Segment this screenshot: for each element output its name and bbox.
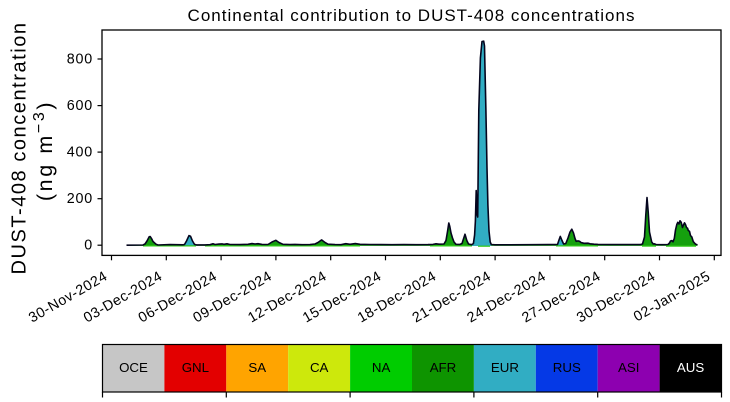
svg-text:RUS: RUS (553, 360, 581, 375)
svg-text:200: 200 (67, 191, 93, 207)
svg-text:AFR: AFR (430, 360, 457, 375)
svg-text:Continental contribution to DU: Continental contribution to DUST-408 con… (188, 6, 636, 25)
svg-text:DUST-408 concentration: DUST-408 concentration (9, 21, 31, 274)
svg-text:SA: SA (248, 360, 266, 375)
svg-text:0: 0 (84, 238, 93, 254)
svg-text:(ng m−3): (ng m−3) (31, 100, 58, 201)
svg-text:AUS: AUS (677, 360, 704, 375)
svg-text:600: 600 (67, 98, 93, 114)
svg-text:GNL: GNL (182, 360, 209, 375)
svg-text:EUR: EUR (491, 360, 519, 375)
svg-text:400: 400 (67, 145, 93, 161)
svg-text:ASI: ASI (618, 360, 639, 375)
svg-text:NA: NA (372, 360, 391, 375)
svg-text:OCE: OCE (119, 360, 148, 375)
svg-text:800: 800 (67, 52, 93, 68)
svg-text:CA: CA (310, 360, 329, 375)
